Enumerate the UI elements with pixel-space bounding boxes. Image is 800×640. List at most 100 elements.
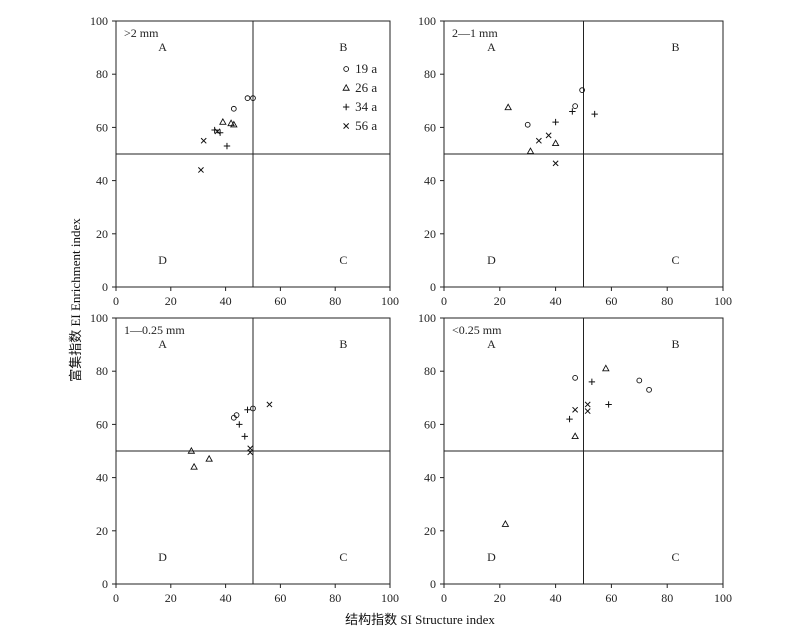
y-tick-label: 60 [424, 417, 436, 431]
data-point-cross [535, 137, 542, 144]
data-point-cross [572, 406, 579, 413]
data-point-circle [579, 87, 585, 94]
x-tick-label: 100 [381, 591, 399, 605]
y-tick-label: 100 [418, 14, 436, 28]
y-tick-label: 20 [96, 227, 108, 241]
panel-title: 1—0.25 mm [124, 323, 185, 337]
data-point-cross [266, 401, 273, 408]
y-tick-label: 60 [424, 120, 436, 134]
data-point-plus [241, 433, 248, 440]
x-tick-label: 20 [494, 294, 506, 308]
data-point-cross [247, 449, 254, 456]
panel-4: 0 20 40 60 80 100 0 20 40 60 80 100 <0.25 mmA B C D [418, 311, 732, 605]
x-axis-title: 结构指数 SI Structure index [345, 612, 495, 627]
y-tick-label: 80 [424, 364, 436, 378]
x-tick-label: 40 [550, 294, 562, 308]
x-tick-label: 0 [441, 294, 447, 308]
x-tick-label: 40 [220, 294, 232, 308]
data-point-triangle [230, 120, 238, 128]
data-point-plus [216, 129, 224, 136]
data-point-triangle [504, 103, 512, 111]
data-point-circle [250, 405, 256, 412]
y-tick-label: 40 [424, 471, 436, 485]
y-tick-label: 0 [430, 577, 436, 591]
x-tick-label: 0 [113, 591, 119, 605]
x-tick-label: 20 [165, 294, 177, 308]
data-point-circle [572, 103, 578, 109]
panel-title: <0.25 mm [452, 323, 502, 337]
data-point-plus [223, 142, 231, 150]
data-point-plus [211, 126, 218, 134]
data-point-circle [572, 375, 578, 381]
y-tick-label: 80 [424, 67, 436, 81]
y-tick-label: 60 [96, 417, 108, 431]
panel-title: 2—1 mm [452, 26, 498, 40]
legend-marker-circle [343, 66, 350, 72]
data-point-cross [214, 128, 221, 135]
data-point-triangle [526, 147, 535, 155]
x-tick-label: 60 [605, 294, 617, 308]
y-tick-label: 40 [96, 471, 108, 485]
quadrant-label-b: B [339, 337, 347, 351]
data-point-triangle [205, 454, 213, 462]
panel-3: 0 20 40 60 80 100 0 20 40 60 80 100 1—0.25 mmA B C D [90, 311, 399, 605]
x-tick-label: 40 [220, 591, 232, 605]
x-tick-label: 60 [274, 591, 286, 605]
x-tick-label: 20 [165, 591, 177, 605]
y-tick-label: 0 [430, 280, 436, 294]
y-tick-label: 40 [424, 174, 436, 188]
x-tick-label: 100 [714, 591, 732, 605]
quadrant-label-b: B [339, 40, 347, 54]
data-point-plus [552, 118, 559, 126]
quadrant-label-c: C [339, 550, 347, 564]
data-point-plus [588, 378, 596, 386]
x-tick-label: 80 [329, 591, 341, 605]
data-point-triangle [501, 520, 510, 527]
quadrant-label-c: C [339, 253, 347, 267]
y-tick-label: 80 [96, 364, 108, 378]
data-point-cross [584, 401, 591, 408]
quadrant-label-a: A [158, 337, 167, 351]
data-point-cross [200, 137, 207, 144]
data-point-circle [230, 105, 237, 112]
data-point-circle [646, 386, 652, 393]
data-point-circle [233, 412, 240, 418]
data-point-plus [605, 401, 612, 408]
legend-marker-plus [342, 103, 350, 111]
y-tick-label: 80 [96, 67, 108, 81]
quadrant-label-d: D [487, 550, 496, 564]
y-tick-label: 20 [96, 524, 108, 538]
y-tick-label: 40 [96, 174, 108, 188]
legend-label: 19 a [355, 61, 377, 76]
data-point-circle [524, 121, 531, 128]
data-point-triangle [551, 139, 560, 147]
quadrant-label-a: A [487, 40, 496, 54]
x-tick-label: 0 [113, 294, 119, 308]
y-tick-label: 0 [102, 280, 108, 294]
data-point-triangle [190, 462, 198, 470]
y-tick-label: 20 [424, 227, 436, 241]
data-point-triangle [602, 364, 610, 372]
quadrant-label-b: B [672, 40, 680, 54]
y-tick-label: 100 [418, 311, 436, 325]
data-point-circle [250, 95, 256, 101]
legend-label: 34 a [355, 99, 377, 114]
legend-marker-cross [343, 123, 350, 129]
data-point-plus [236, 421, 243, 428]
data-point-circle [636, 377, 643, 384]
data-point-triangle [219, 117, 227, 125]
x-tick-label: 40 [550, 591, 562, 605]
quadrant-label-d: D [487, 253, 496, 267]
data-point-plus [244, 406, 251, 413]
x-tick-label: 80 [661, 591, 673, 605]
data-point-cross [584, 408, 591, 415]
quadrant-label-a: A [487, 337, 496, 351]
data-point-triangle [187, 446, 196, 454]
quadrant-label-c: C [672, 253, 680, 267]
data-point-circle [230, 414, 237, 421]
x-tick-label: 100 [714, 294, 732, 308]
panel-1: 0 20 40 60 80 100 0 20 40 60 80 100 >2 mmA B C D 19 a 26 … [90, 14, 399, 308]
y-tick-label: 100 [90, 14, 108, 28]
data-point-cross [552, 160, 559, 167]
quadrant-label-d: D [158, 550, 167, 564]
